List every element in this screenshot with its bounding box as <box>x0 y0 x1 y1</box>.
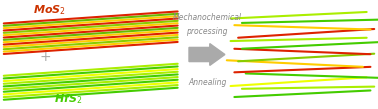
FancyArrow shape <box>189 44 225 65</box>
Text: +: + <box>40 50 51 64</box>
Text: Annealing: Annealing <box>188 78 226 87</box>
Text: HfS$_2$: HfS$_2$ <box>54 92 82 106</box>
Text: processing: processing <box>186 27 228 36</box>
Text: Mechanochemical: Mechanochemical <box>173 13 242 22</box>
Text: MoS$_2$: MoS$_2$ <box>33 3 66 17</box>
